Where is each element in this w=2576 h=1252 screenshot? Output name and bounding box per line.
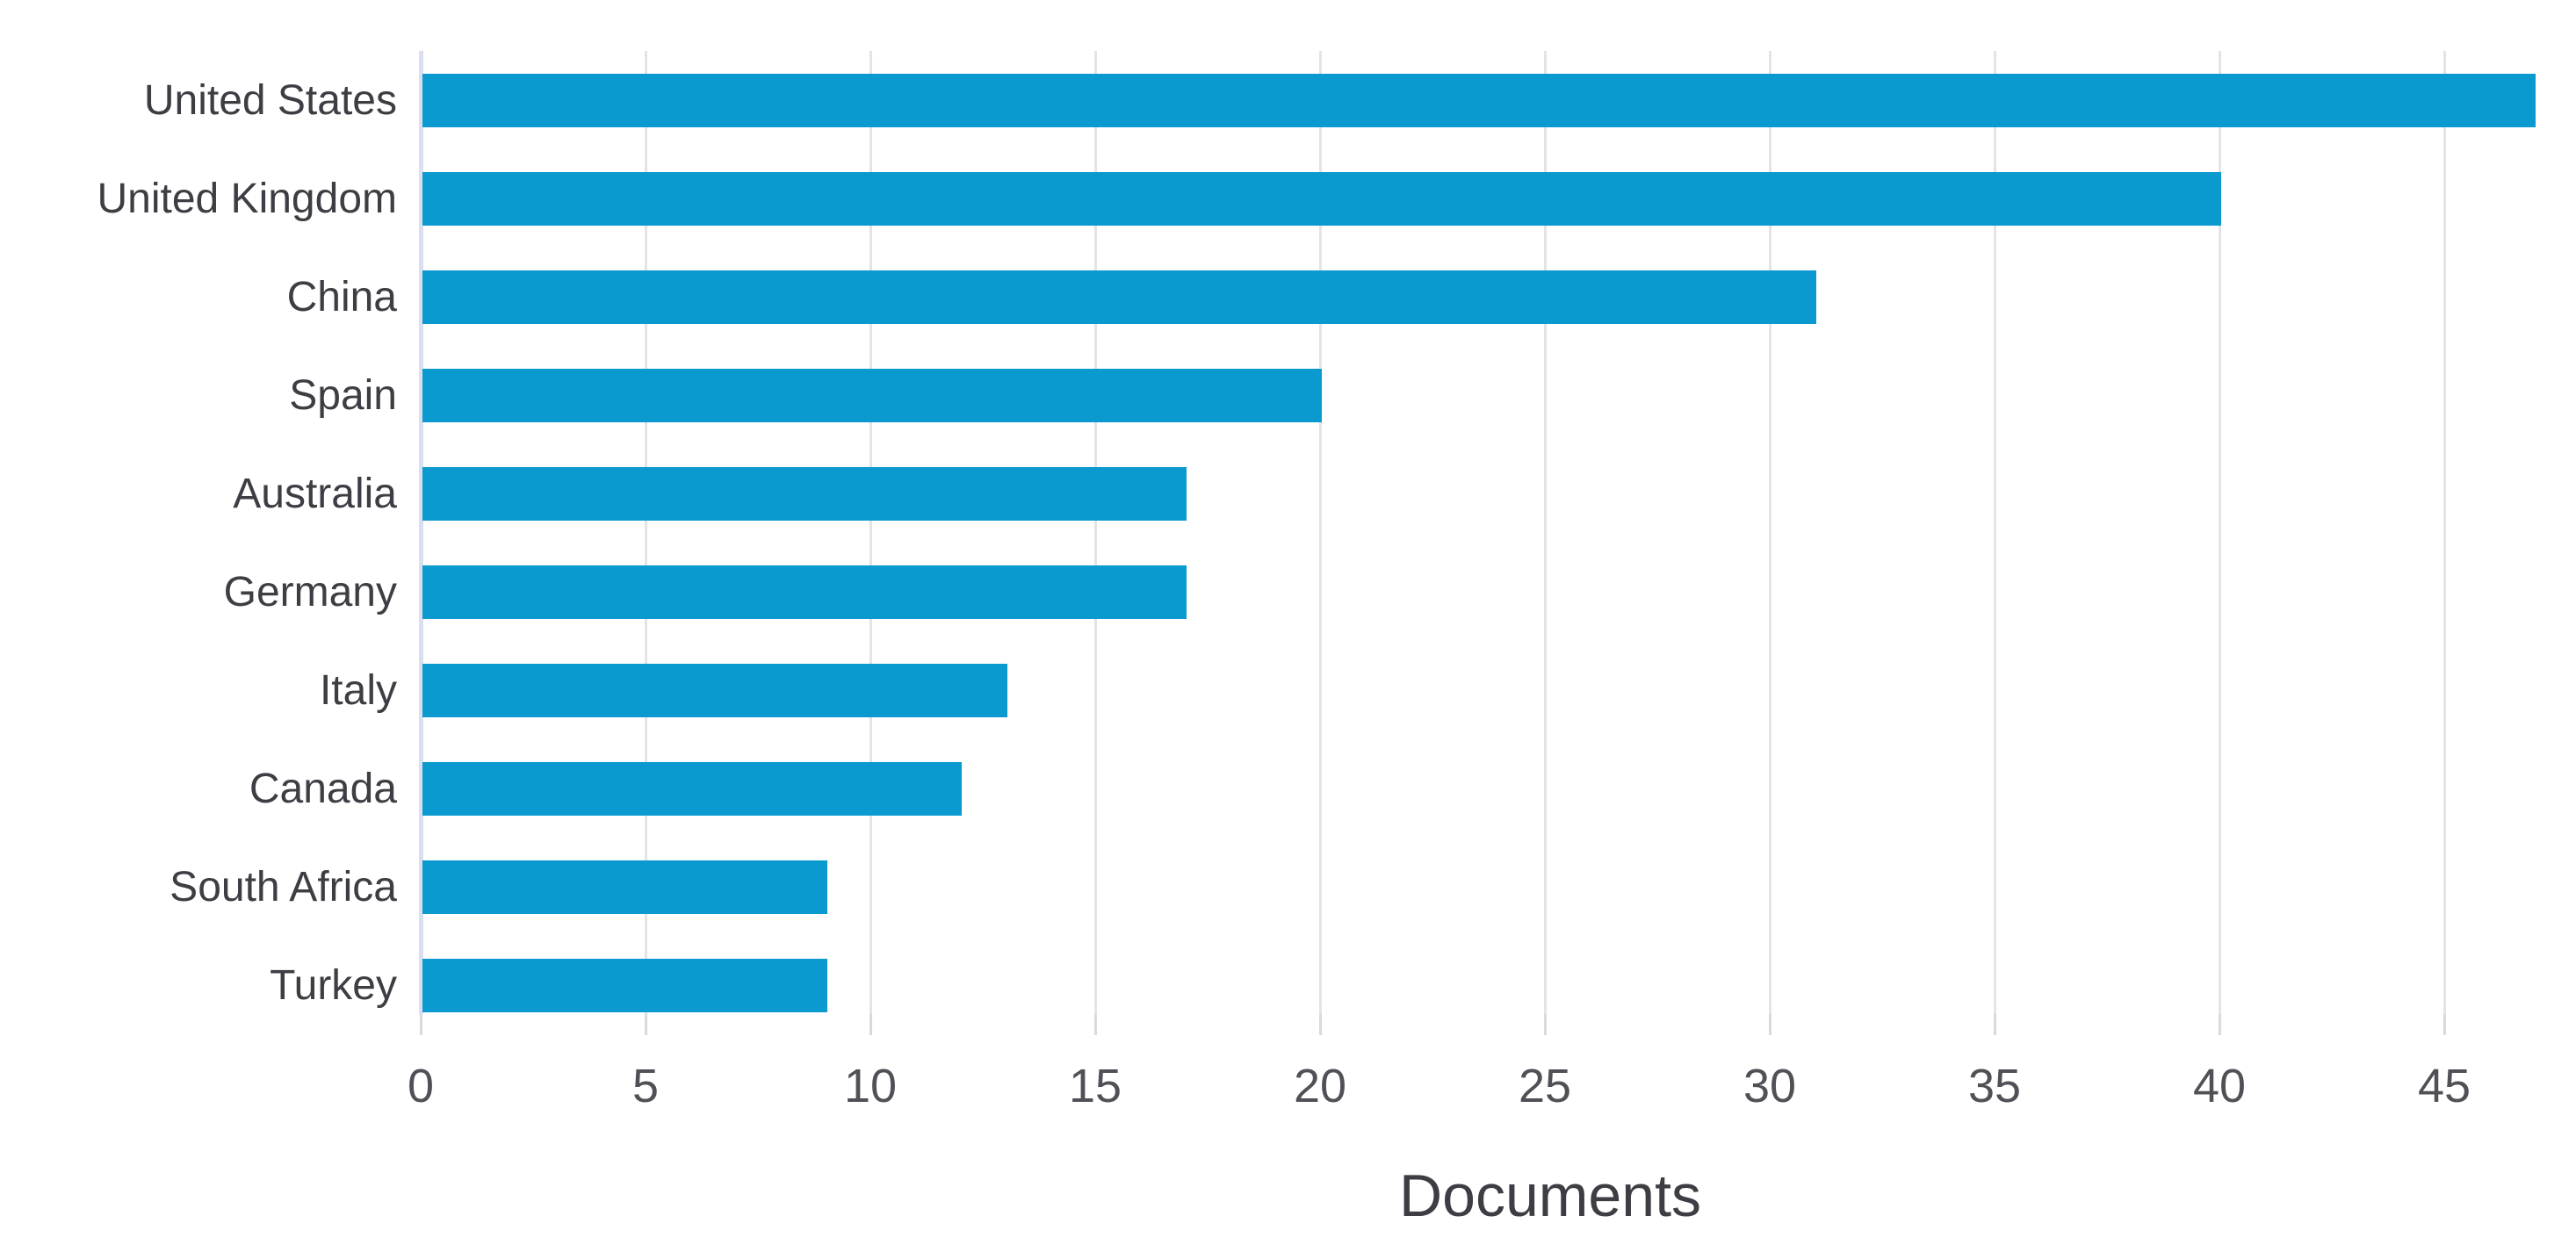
x-tick-label-0: 0 bbox=[407, 1060, 435, 1112]
category-label-united-kingdom: United Kingdom bbox=[97, 175, 397, 222]
x-tick-label-30: 30 bbox=[1743, 1060, 1797, 1112]
x-tick-mark-20 bbox=[1319, 1014, 1322, 1035]
gridline-5 bbox=[645, 51, 647, 1014]
x-tick-label-40: 40 bbox=[2192, 1060, 2247, 1112]
y-axis-line bbox=[419, 51, 423, 1014]
bar-spain[interactable] bbox=[422, 369, 1322, 422]
category-label-germany: Germany bbox=[223, 568, 397, 615]
bar-turkey[interactable] bbox=[422, 959, 827, 1012]
bar-south-africa[interactable] bbox=[422, 860, 827, 914]
category-label-united-states: United States bbox=[143, 76, 397, 124]
gridline-15 bbox=[1094, 51, 1097, 1014]
gridline-10 bbox=[869, 51, 872, 1014]
category-label-australia: Australia bbox=[233, 470, 397, 517]
x-tick-label-25: 25 bbox=[1518, 1060, 1572, 1112]
gridline-45 bbox=[2443, 51, 2446, 1014]
bar-australia[interactable] bbox=[422, 467, 1187, 521]
bar-germany[interactable] bbox=[422, 565, 1187, 619]
x-tick-label-20: 20 bbox=[1293, 1060, 1347, 1112]
bar-china[interactable] bbox=[422, 270, 1816, 324]
x-tick-label-45: 45 bbox=[2417, 1060, 2471, 1112]
gridline-35 bbox=[1994, 51, 1996, 1014]
gridline-40 bbox=[2219, 51, 2221, 1014]
gridline-25 bbox=[1544, 51, 1547, 1014]
x-tick-mark-15 bbox=[1094, 1014, 1097, 1035]
category-label-china: China bbox=[286, 273, 397, 320]
x-tick-mark-5 bbox=[645, 1014, 647, 1035]
x-tick-mark-40 bbox=[2219, 1014, 2221, 1035]
x-tick-label-10: 10 bbox=[843, 1060, 898, 1112]
x-tick-mark-45 bbox=[2443, 1014, 2446, 1035]
category-label-canada: Canada bbox=[249, 765, 397, 812]
x-tick-label-5: 5 bbox=[631, 1060, 660, 1112]
x-tick-mark-10 bbox=[869, 1014, 872, 1035]
x-tick-mark-35 bbox=[1994, 1014, 1996, 1035]
gridline-20 bbox=[1319, 51, 1322, 1014]
x-tick-mark-0 bbox=[420, 1014, 422, 1035]
bar-united-kingdom[interactable] bbox=[422, 172, 2221, 226]
category-label-italy: Italy bbox=[319, 666, 397, 714]
category-label-spain: Spain bbox=[289, 371, 397, 419]
x-tick-mark-25 bbox=[1544, 1014, 1547, 1035]
category-label-south-africa: South Africa bbox=[170, 863, 397, 910]
gridline-30 bbox=[1769, 51, 1771, 1014]
x-tick-label-35: 35 bbox=[1967, 1060, 2022, 1112]
x-axis-title: Documents bbox=[1399, 1162, 1701, 1229]
x-tick-label-15: 15 bbox=[1068, 1060, 1122, 1112]
category-label-turkey: Turkey bbox=[270, 961, 397, 1009]
bar-canada[interactable] bbox=[422, 762, 962, 816]
x-tick-mark-30 bbox=[1769, 1014, 1771, 1035]
bar-italy[interactable] bbox=[422, 664, 1007, 717]
bar-united-states[interactable] bbox=[422, 74, 2536, 127]
